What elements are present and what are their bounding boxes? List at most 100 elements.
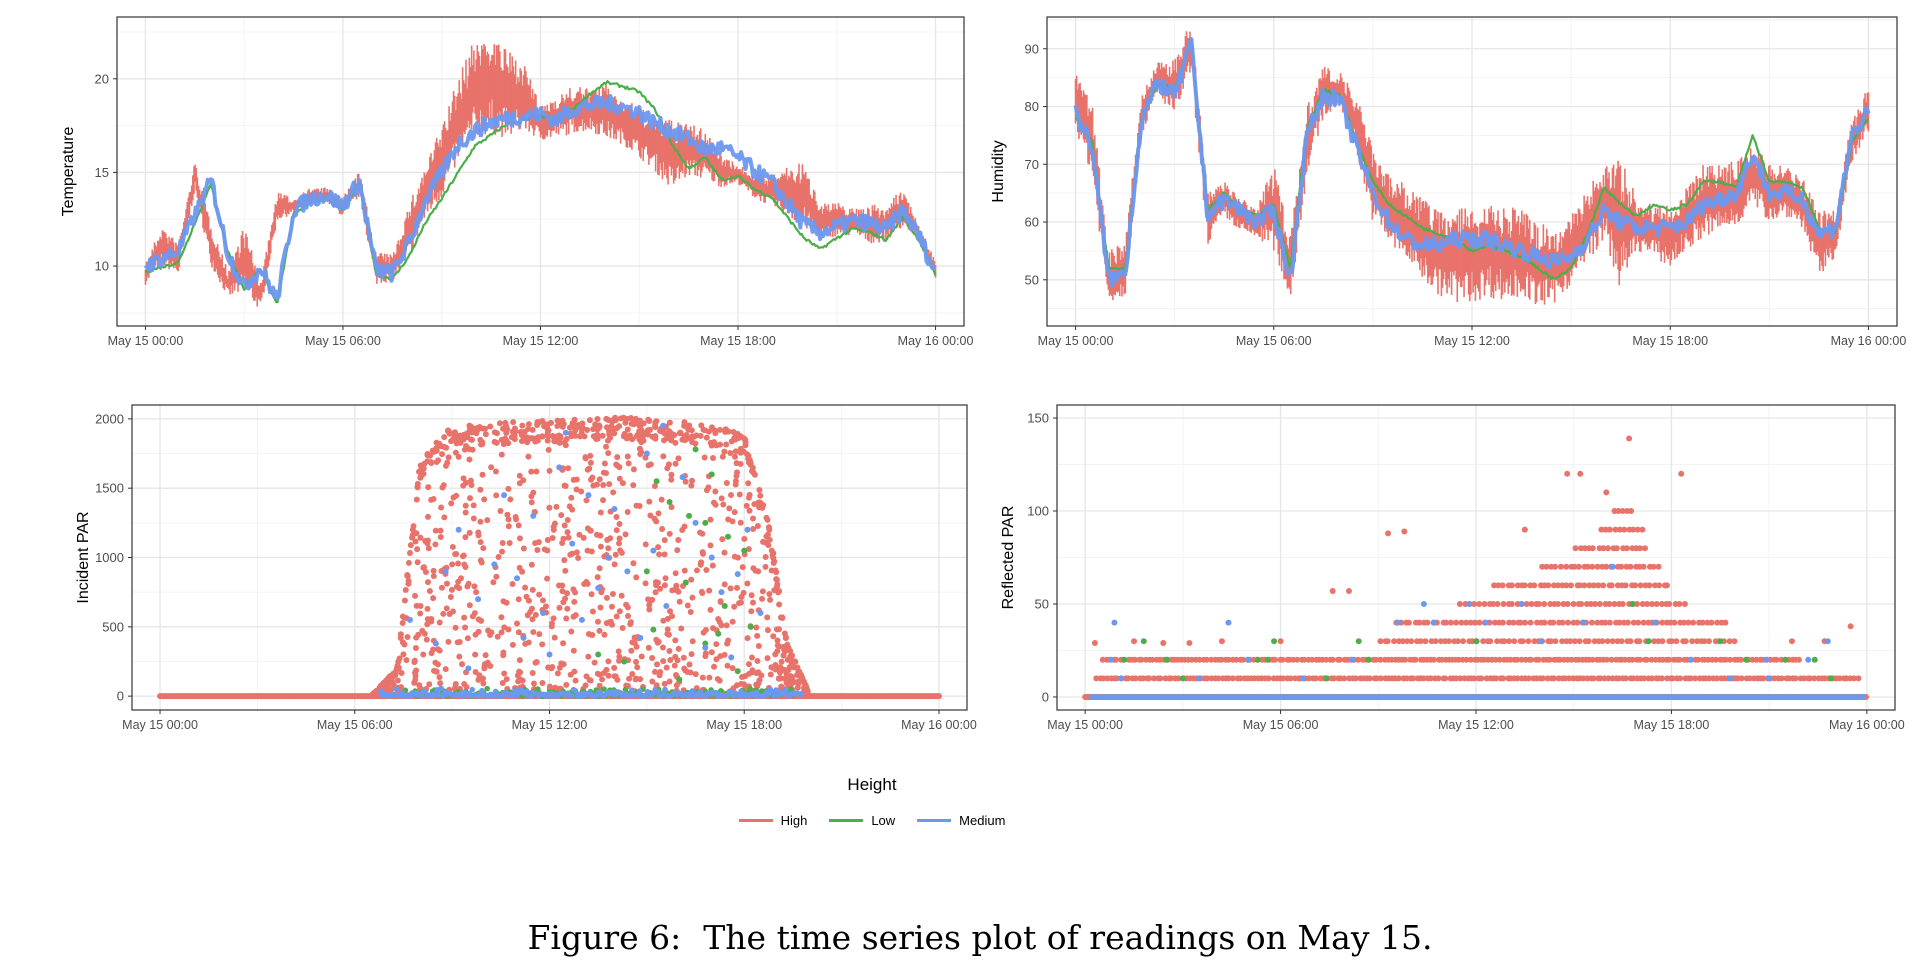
x-tick-label: May 15 18:00 — [1632, 334, 1708, 348]
series-high-point — [529, 435, 536, 442]
series-high-point — [660, 658, 667, 665]
series-high-point — [606, 431, 613, 438]
series-high-point — [582, 682, 589, 689]
series-high-point — [436, 619, 443, 626]
series-high-point — [424, 621, 431, 628]
series-high-point — [560, 599, 567, 606]
series-high-point — [1093, 675, 1100, 682]
series-high-point — [516, 564, 523, 571]
series-high-point — [693, 567, 700, 574]
series-medium-point — [782, 686, 789, 693]
series-high-point — [412, 592, 419, 599]
series-high-point — [454, 434, 461, 441]
series-high-point — [624, 415, 631, 422]
series-high-point — [629, 639, 636, 646]
series-high-point — [633, 658, 640, 665]
series-high-point — [587, 452, 594, 459]
series-medium-point — [702, 644, 709, 651]
series-medium-point — [562, 429, 569, 436]
series-medium-point — [520, 634, 527, 641]
series-high-point — [624, 508, 631, 515]
y-tick-label: 70 — [1025, 157, 1039, 172]
series-high-point — [762, 563, 769, 570]
series-high-point — [629, 671, 636, 678]
series-medium-point — [438, 685, 444, 692]
series-high-point — [699, 530, 706, 537]
series-high-point — [672, 570, 679, 577]
series-high-point — [567, 551, 574, 558]
series-high-point — [556, 664, 563, 671]
series-high-point — [689, 594, 696, 601]
series-high-point — [559, 588, 566, 595]
series-high-point — [456, 585, 463, 592]
y-tick-label: 100 — [1027, 504, 1049, 519]
series-high-point — [624, 453, 631, 460]
series-high-point — [544, 575, 551, 582]
y-axis-label: Humidity — [990, 140, 1007, 202]
series-high-point — [533, 659, 540, 666]
series-high-point — [412, 645, 419, 652]
series-high-point — [723, 622, 730, 629]
series-high-point — [425, 484, 432, 491]
series-high-point — [515, 596, 522, 603]
series-high-point — [605, 545, 612, 552]
x-tick-label: May 15 18:00 — [700, 334, 776, 348]
series-high-point — [546, 504, 553, 511]
series-high-point — [770, 554, 777, 561]
x-tick-label: May 15 00:00 — [1038, 334, 1114, 348]
series-high-point — [1124, 675, 1131, 682]
series-high-point — [443, 605, 450, 612]
series-high-point — [680, 654, 687, 661]
series-high-point — [653, 636, 660, 643]
series-high-point — [665, 429, 672, 436]
series-high-point — [764, 627, 771, 634]
series-high-point — [1225, 675, 1232, 682]
series-medium-point — [650, 547, 657, 554]
series-high-point — [681, 665, 688, 672]
series-high-point — [729, 518, 736, 525]
series-high-point — [461, 680, 468, 687]
series-high-point — [665, 461, 672, 468]
series-high-point — [479, 439, 486, 446]
series-high-point — [570, 613, 577, 620]
series-high-point — [471, 583, 478, 590]
series-high-point — [707, 516, 714, 523]
series-high-point — [516, 669, 523, 676]
series-high-point — [609, 417, 616, 424]
series-high-point — [660, 453, 667, 460]
y-axis-label: Reflected PAR — [1000, 506, 1017, 610]
series-high-point — [727, 450, 734, 457]
series-high-point — [477, 518, 484, 525]
series-high-point — [423, 636, 430, 643]
series-high-point — [742, 436, 749, 443]
series-high-point — [480, 545, 487, 552]
series-medium-point — [556, 464, 563, 471]
series-high-point — [713, 656, 720, 663]
series-high-point — [737, 519, 744, 526]
series-high-point — [426, 681, 433, 688]
series-high-point — [430, 573, 437, 580]
series-high-point — [659, 526, 666, 533]
series-high-point — [738, 599, 745, 606]
series-high-point — [619, 625, 626, 632]
series-high-point — [534, 546, 541, 553]
series-high-point — [422, 538, 429, 545]
series-high-point — [573, 486, 580, 493]
series-high-point — [441, 514, 448, 521]
series-high-point — [420, 651, 427, 658]
series-high-point — [762, 553, 769, 560]
series-high-point — [477, 486, 484, 493]
series-high-point — [530, 629, 537, 636]
series-high-point — [414, 546, 421, 553]
series-high-point — [633, 643, 640, 650]
series-high-point — [688, 482, 695, 489]
series-medium-point — [530, 512, 537, 519]
series-high-point — [498, 614, 505, 621]
series-high-point — [738, 594, 745, 601]
series-high-point — [755, 568, 762, 575]
series-high-point — [428, 650, 435, 657]
series-high-point — [684, 602, 691, 609]
series-high-point — [559, 540, 566, 547]
series-high-point — [503, 676, 510, 683]
series-high-point — [1167, 675, 1174, 682]
